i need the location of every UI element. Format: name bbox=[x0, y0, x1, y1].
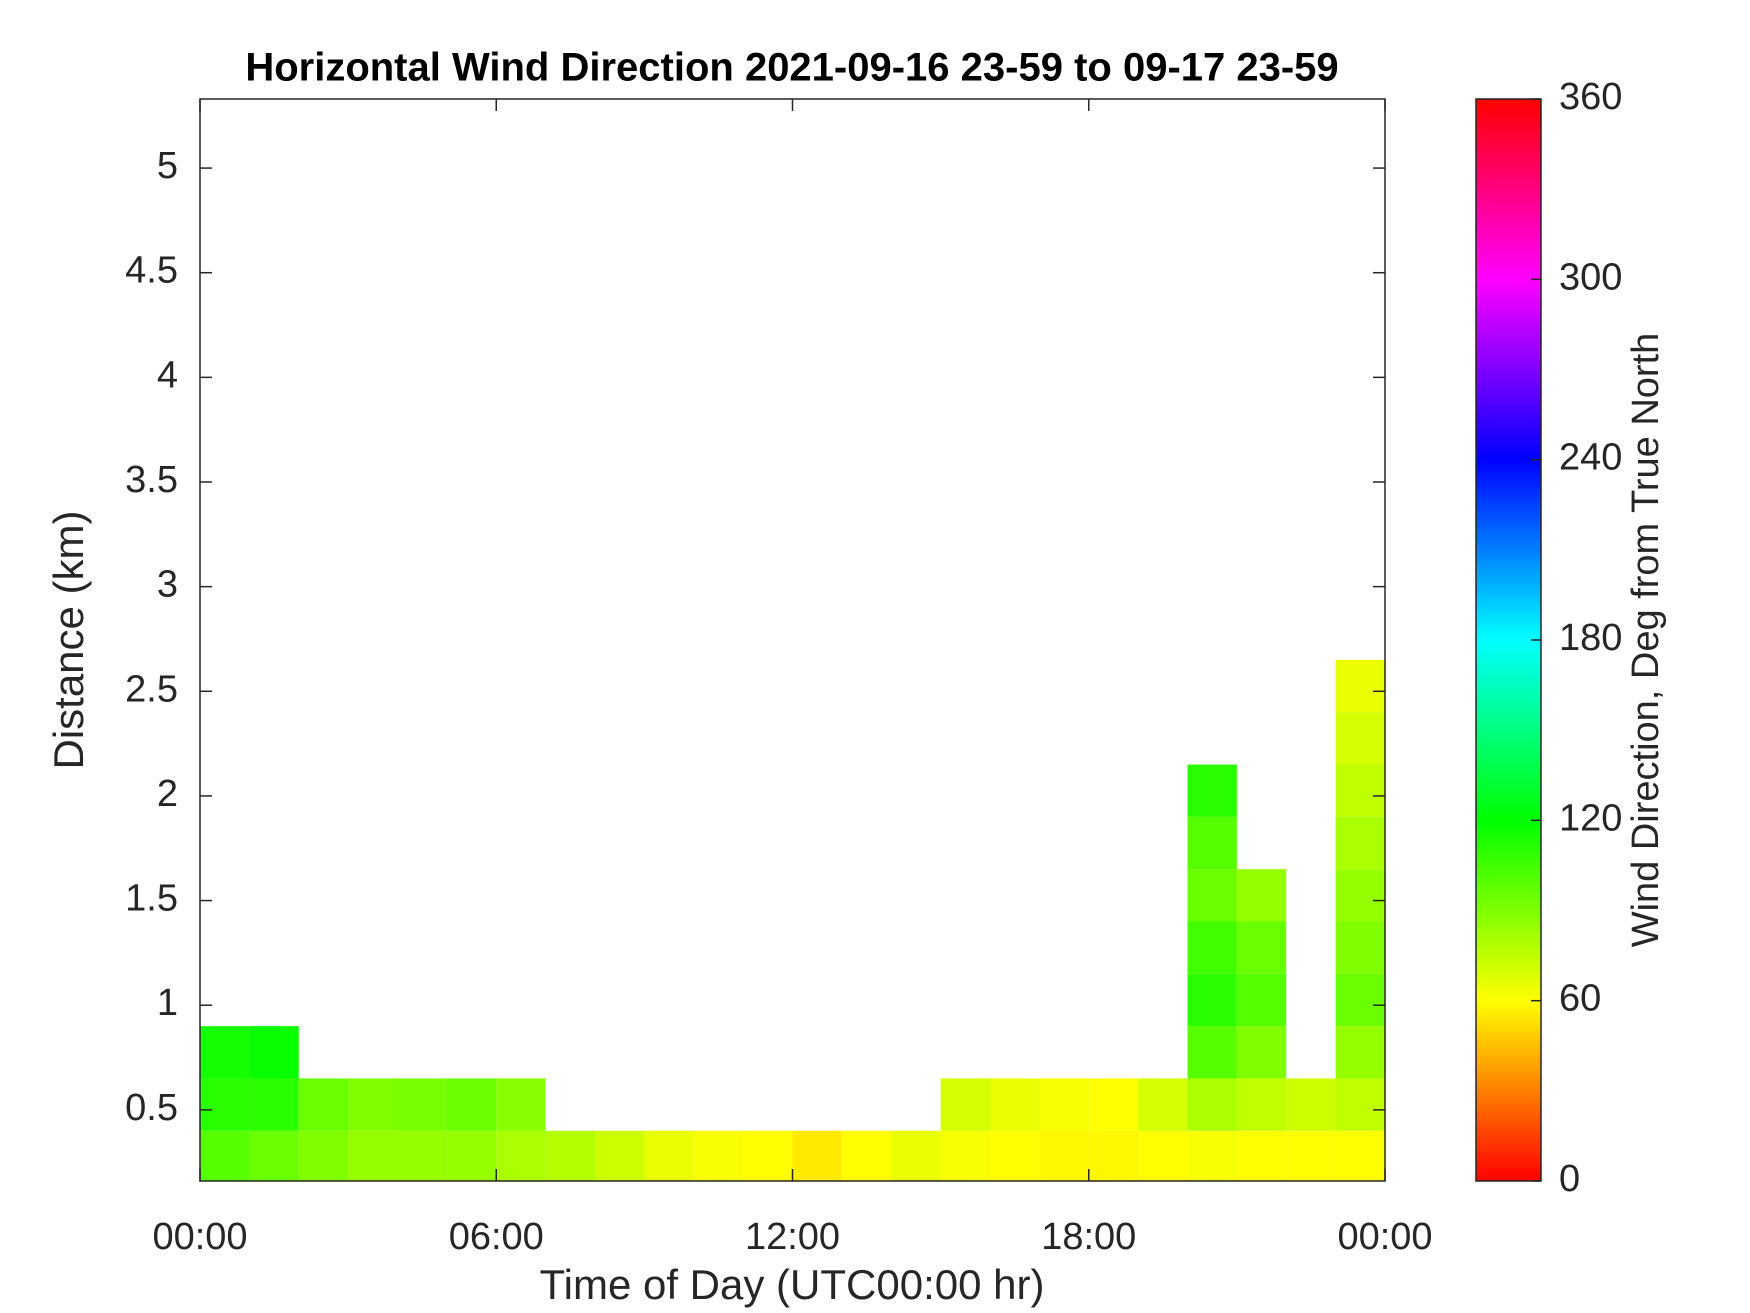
heatmap-cell bbox=[595, 1130, 645, 1181]
heatmap-cell bbox=[1335, 1026, 1385, 1079]
heatmap-cell bbox=[1236, 1078, 1287, 1131]
heatmap-cell bbox=[1286, 1078, 1336, 1131]
heatmap-cell bbox=[200, 1130, 250, 1181]
heatmap-cell bbox=[298, 1130, 349, 1181]
heatmap-cell bbox=[1236, 869, 1287, 922]
x-tick-label: 00:00 bbox=[1337, 1216, 1432, 1258]
heatmap-cell bbox=[1335, 1078, 1385, 1131]
heatmap-cell bbox=[298, 1078, 349, 1131]
heatmap-cell bbox=[200, 1078, 250, 1131]
heatmap-cell bbox=[891, 1130, 941, 1181]
heatmap-cell bbox=[1335, 1130, 1385, 1181]
heatmap-cell bbox=[1088, 1078, 1139, 1131]
y-tick-label: 3.5 bbox=[125, 459, 178, 501]
heatmap-cell bbox=[1335, 973, 1385, 1027]
heatmap-cell bbox=[249, 1078, 299, 1131]
chart-title: Horizontal Wind Direction 2021-09-16 23-… bbox=[245, 46, 1338, 90]
y-axis-label: Distance (km) bbox=[45, 510, 92, 769]
x-tick-label: 00:00 bbox=[152, 1216, 247, 1258]
colorbar bbox=[1475, 98, 1542, 1182]
heatmap-cell bbox=[693, 1130, 744, 1181]
heatmap-cell bbox=[1187, 973, 1237, 1027]
x-tick-label: 12:00 bbox=[745, 1216, 840, 1258]
heatmap-cell bbox=[249, 1130, 299, 1181]
heatmap-cell bbox=[1187, 869, 1237, 922]
heatmap-cell bbox=[644, 1130, 694, 1181]
heatmap-cell bbox=[1236, 921, 1287, 974]
heatmap-cell bbox=[1187, 1026, 1237, 1079]
colorbar-tick-label: 180 bbox=[1559, 617, 1622, 659]
y-tick-label: 2.5 bbox=[125, 668, 178, 710]
y-tick-label: 3 bbox=[157, 564, 178, 606]
heatmap-cell bbox=[1088, 1130, 1139, 1181]
heatmap-cell bbox=[348, 1078, 398, 1131]
heatmap-cell bbox=[397, 1130, 447, 1181]
heatmap-cell bbox=[348, 1130, 398, 1181]
heatmap-cell bbox=[1335, 712, 1385, 765]
heatmap-cell bbox=[1187, 764, 1237, 817]
heatmap-cell bbox=[1236, 1026, 1287, 1079]
colorbar-tick-label: 60 bbox=[1559, 978, 1601, 1020]
colorbar-tick-label: 0 bbox=[1559, 1158, 1580, 1200]
heatmap-cell bbox=[446, 1130, 497, 1181]
heatmap-cell bbox=[990, 1078, 1040, 1131]
colorbar-label: Wind Direction, Deg from True North bbox=[1625, 333, 1667, 948]
heatmap-cell bbox=[545, 1130, 595, 1181]
colorbar-tick-label: 120 bbox=[1559, 797, 1622, 839]
colorbar-tick-label: 240 bbox=[1559, 437, 1622, 479]
heatmap-cell bbox=[1187, 1078, 1237, 1131]
heatmap-cell bbox=[1286, 1130, 1336, 1181]
x-axis-label: Time of Day (UTC00:00 hr) bbox=[540, 1261, 1045, 1308]
heatmap-cell bbox=[397, 1078, 447, 1131]
heatmap-cell bbox=[1335, 869, 1385, 922]
heatmap-cell bbox=[940, 1130, 990, 1181]
heatmap-cell bbox=[496, 1130, 546, 1181]
heatmap-cell bbox=[249, 1026, 299, 1079]
heatmap-cell bbox=[1236, 973, 1287, 1027]
heatmap-cell bbox=[1039, 1078, 1089, 1131]
heatmap-cell bbox=[1335, 659, 1385, 713]
y-tick-label: 4.5 bbox=[125, 250, 178, 292]
heatmap-cell bbox=[446, 1078, 497, 1131]
heatmap-cell bbox=[1335, 921, 1385, 974]
heatmap-cell bbox=[743, 1130, 793, 1181]
heatmap-cell bbox=[841, 1130, 892, 1181]
heatmap-cell bbox=[792, 1130, 842, 1181]
heatmap-cell bbox=[1187, 1130, 1237, 1181]
heatmap-cell bbox=[496, 1078, 546, 1131]
colorbar-tick-label: 360 bbox=[1559, 76, 1622, 118]
y-tick-label: 5 bbox=[157, 145, 178, 187]
heatmap-cell bbox=[1335, 764, 1385, 817]
y-tick-label: 0.5 bbox=[125, 1087, 178, 1129]
heatmap-cell bbox=[1236, 1130, 1287, 1181]
heatmap-cell bbox=[1187, 816, 1237, 870]
heatmap-cell bbox=[990, 1130, 1040, 1181]
x-tick-label: 18:00 bbox=[1041, 1216, 1136, 1258]
heatmap-cell bbox=[1335, 816, 1385, 870]
heatmap-cell bbox=[1039, 1130, 1089, 1181]
colorbar-tick-label: 300 bbox=[1559, 256, 1622, 298]
x-tick-label: 06:00 bbox=[449, 1216, 544, 1258]
heatmap-cell bbox=[940, 1078, 990, 1131]
heatmap-cell bbox=[1138, 1078, 1188, 1131]
heatmap-cell bbox=[1187, 921, 1237, 974]
y-tick-label: 1 bbox=[157, 982, 178, 1024]
heatmap-cell bbox=[200, 1026, 250, 1079]
y-tick-label: 1.5 bbox=[125, 878, 178, 920]
heatmap-cell bbox=[1138, 1130, 1188, 1181]
y-tick-label: 4 bbox=[157, 354, 178, 396]
y-tick-label: 2 bbox=[157, 773, 178, 815]
